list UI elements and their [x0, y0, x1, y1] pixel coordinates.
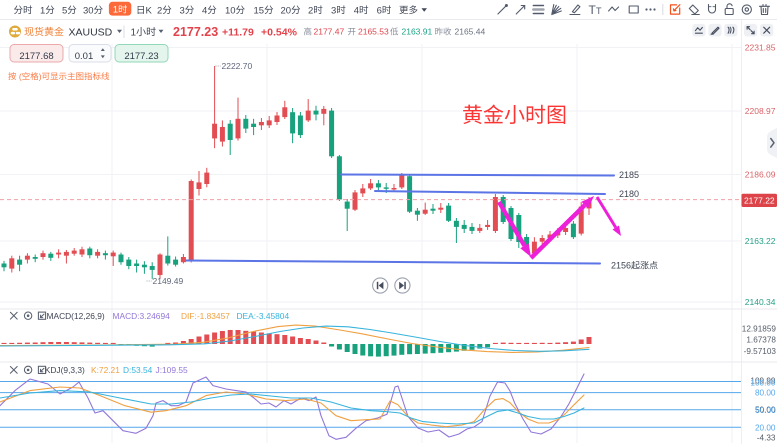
svg-text:1: 1 — [113, 5, 118, 15]
svg-text:K: K — [146, 5, 153, 16]
svg-text:12.91859: 12.91859 — [742, 325, 777, 334]
svg-text:KDJ(9,3,3): KDJ(9,3,3) — [45, 365, 85, 375]
svg-text:109.99: 109.99 — [750, 377, 775, 386]
svg-text:K:72.21: K:72.21 — [91, 365, 120, 375]
svg-text:+11.79: +11.79 — [222, 26, 254, 38]
svg-text:2140.34: 2140.34 — [745, 297, 776, 307]
svg-text:3: 3 — [331, 5, 336, 16]
svg-text:2231.85: 2231.85 — [745, 43, 776, 53]
svg-text:20.00: 20.00 — [755, 423, 776, 432]
svg-text:2177.23: 2177.23 — [124, 51, 158, 62]
svg-text:1.67378: 1.67378 — [746, 336, 776, 345]
svg-text:2165.44: 2165.44 — [455, 27, 486, 37]
svg-text:XAUUSD: XAUUSD — [69, 26, 113, 38]
svg-text:(: ( — [19, 71, 22, 81]
svg-text:2: 2 — [157, 5, 162, 16]
svg-text:1: 1 — [131, 27, 137, 38]
svg-text:15: 15 — [254, 5, 265, 16]
svg-text:2177.23: 2177.23 — [173, 25, 218, 39]
svg-text:30: 30 — [83, 5, 94, 16]
svg-text:2156: 2156 — [611, 261, 631, 271]
svg-text:MACD(12,26,9): MACD(12,26,9) — [47, 311, 105, 321]
svg-text:MACD:3.24694: MACD:3.24694 — [113, 311, 171, 321]
svg-text:2177.22: 2177.22 — [744, 195, 775, 205]
svg-text:2177.68: 2177.68 — [19, 51, 53, 62]
svg-text:T: T — [589, 3, 597, 17]
svg-text:2186.09: 2186.09 — [745, 170, 776, 180]
svg-text:10: 10 — [225, 5, 236, 16]
svg-text:2208.97: 2208.97 — [745, 106, 776, 116]
svg-text:2163.91: 2163.91 — [402, 27, 433, 37]
svg-text:100.00: 100.00 — [750, 379, 775, 388]
svg-text:80.00: 80.00 — [755, 389, 776, 398]
svg-text:4: 4 — [354, 5, 359, 16]
svg-text:-9.57103: -9.57103 — [744, 347, 777, 356]
svg-text:2: 2 — [308, 5, 313, 16]
svg-text:2177.47: 2177.47 — [314, 27, 345, 37]
svg-text:2165.53: 2165.53 — [358, 27, 389, 37]
svg-text:2222.70: 2222.70 — [222, 61, 253, 71]
svg-text:0.01: 0.01 — [75, 51, 94, 62]
svg-text:1: 1 — [40, 5, 45, 16]
svg-text:5: 5 — [62, 5, 67, 16]
svg-text:J:109.55: J:109.55 — [156, 365, 188, 375]
svg-text:DIF:-1.83457: DIF:-1.83457 — [181, 311, 230, 321]
svg-text:2149.49: 2149.49 — [153, 276, 184, 286]
svg-text:DEA:-3.45804: DEA:-3.45804 — [237, 311, 290, 321]
svg-text:3: 3 — [180, 5, 185, 16]
svg-text:4: 4 — [202, 5, 207, 16]
svg-text:D:53.54: D:53.54 — [123, 365, 153, 375]
svg-text:-4.33: -4.33 — [757, 434, 776, 443]
svg-text:6: 6 — [377, 5, 382, 16]
svg-text:50.00: 50.00 — [755, 405, 776, 414]
svg-text:2163.22: 2163.22 — [745, 236, 776, 246]
svg-text:50.00: 50.00 — [755, 406, 776, 415]
svg-text:2180: 2180 — [619, 189, 639, 199]
svg-text:+0.54%: +0.54% — [261, 26, 298, 38]
svg-text:20: 20 — [281, 5, 292, 16]
svg-text:2185: 2185 — [619, 170, 639, 180]
svg-text:): ) — [39, 71, 42, 81]
svg-text:T: T — [596, 6, 602, 16]
